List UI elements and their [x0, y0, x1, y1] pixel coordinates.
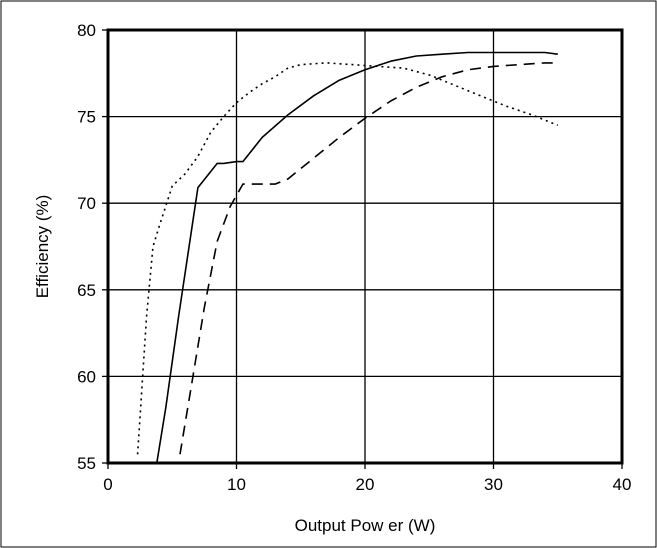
y-axis-title: Efficiency (%)	[33, 195, 52, 299]
y-tick-label: 55	[77, 454, 96, 473]
y-axis-ticks: 55 60 65 70 75 80	[77, 21, 108, 473]
series-line-dashed	[179, 62, 558, 455]
y-tick-label: 70	[77, 194, 96, 213]
series-group	[136, 51, 559, 464]
y-tick-label: 65	[77, 281, 96, 300]
x-axis-title: Output Pow er (W)	[295, 516, 436, 535]
y-tick-label: 60	[77, 367, 96, 386]
y-tick-label: 80	[77, 21, 96, 40]
x-tick-label: 30	[484, 475, 503, 494]
x-tick-label: 20	[356, 475, 375, 494]
series-line-solid	[156, 51, 558, 464]
y-tick-label: 75	[77, 108, 96, 127]
x-axis-ticks: 0 10 20 30 40	[103, 463, 631, 494]
x-tick-label: 0	[103, 475, 112, 494]
series-line-dotted	[136, 62, 559, 455]
x-tick-label: 40	[613, 475, 632, 494]
x-tick-label: 10	[227, 475, 246, 494]
